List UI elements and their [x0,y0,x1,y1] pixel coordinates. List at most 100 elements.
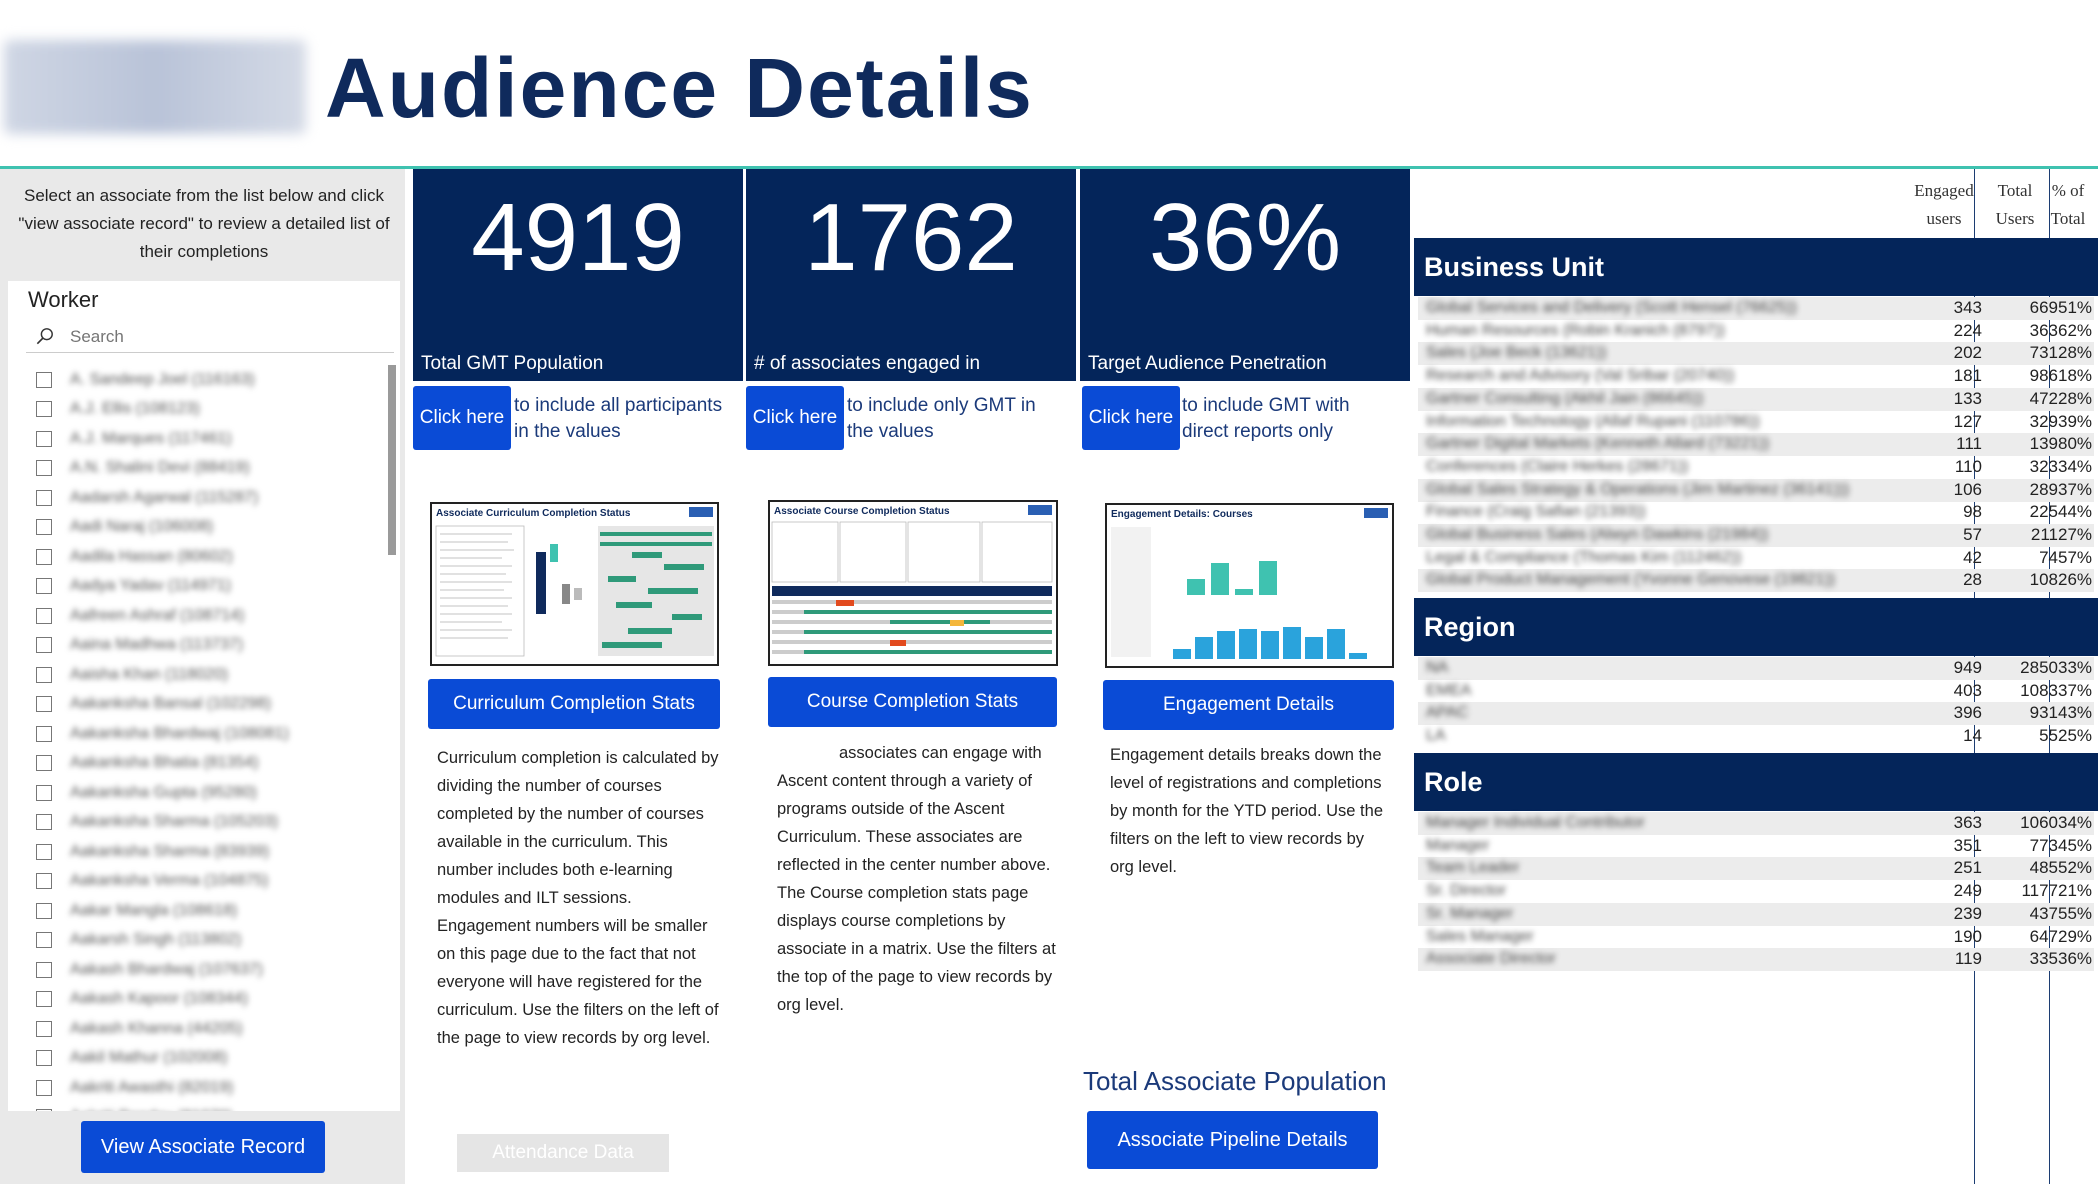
associate-pipeline-details-button[interactable]: Associate Pipeline Details [1087,1111,1378,1169]
matrix-row[interactable]: Sales (Joe Beck (13621)) 202 731 28% [1418,342,2094,366]
col-header-total-users[interactable]: Total Users [1978,177,2052,233]
engagement-thumbnail[interactable]: Engagement Details: Courses [1105,503,1394,668]
matrix-row[interactable]: Manager Individual Contributor 363 1060 34% [1418,812,2094,835]
worker-list-item[interactable]: Aakanksha Verma (104875) [28,867,384,897]
worker-list-item[interactable]: Aakanksha Gupta (95280) [28,778,384,808]
checkbox-icon[interactable] [36,371,52,388]
worker-list-item[interactable]: Aaina Madhwa (113737) [28,631,384,661]
worker-list-item[interactable]: Aakriti Awasthi (82019) [28,1073,384,1103]
checkbox-icon[interactable] [36,1050,52,1067]
matrix-section-header[interactable]: Business Unit [1414,238,2098,296]
matrix-section-header[interactable]: Role [1414,753,2098,811]
worker-list-item[interactable]: Aakash Khanna (44205) [28,1014,384,1044]
matrix-row[interactable]: APAC 396 931 43% [1418,702,2094,726]
checkbox-icon[interactable] [36,843,52,860]
worker-list-item[interactable]: Aakash Bhardwaj (107637) [28,955,384,985]
matrix-row[interactable]: Global Product Management (Yvonne Genove… [1418,569,2094,593]
worker-list-item[interactable]: Aafreen Ashraf (108714) [28,601,384,631]
checkbox-icon[interactable] [36,430,52,447]
worker-list-item[interactable]: A.J. Ellis (108123) [28,395,384,425]
checkbox-icon[interactable] [36,784,52,801]
slicer-search[interactable] [26,323,394,353]
worker-list-item[interactable]: Aakanksha Bansal (102298) [28,690,384,720]
checkbox-icon[interactable] [36,489,52,506]
checkbox-icon[interactable] [36,578,52,595]
curriculum-thumbnail[interactable]: Associate Curriculum Completion Status [430,502,719,666]
checkbox-icon[interactable] [36,725,52,742]
worker-list-item[interactable]: Aakanksha Sharma (83939) [28,837,384,867]
checkbox-icon[interactable] [36,637,52,654]
worker-list-item[interactable]: Aadarsh Agarwal (115287) [28,483,384,513]
matrix-row[interactable]: Research and Advisory (Val Sribar (20740… [1418,365,2094,388]
pct-total-cell: 33% [2058,658,2093,677]
matrix-row[interactable]: Global Business Sales (Alwyn Dawkins (21… [1418,524,2094,547]
course-completion-stats-button[interactable]: Course Completion Stats [768,677,1057,727]
matrix-row[interactable]: Human Resources (Robin Kranich (8797)) 22… [1418,320,2094,343]
matrix-row[interactable]: NA 949 2850 33% [1418,657,2094,680]
matrix-row[interactable]: LA 14 55 25% [1418,725,2094,748]
checkbox-icon[interactable] [36,961,52,978]
worker-list-item[interactable]: Aakanksha Bhardwaj (108081) [28,719,384,749]
worker-list-item[interactable]: Aadila Hassan (80602) [28,542,384,572]
checkbox-icon[interactable] [36,991,52,1008]
matrix-row[interactable]: Global Sales Strategy & Operations (Jim … [1418,478,2094,502]
include-gmt-only-button[interactable]: Click here [746,386,844,450]
matrix-row[interactable]: Legal & Compliance (Thomas Kim (112462))… [1418,547,2094,570]
worker-list-item[interactable]: A.N. Shalini Devi (88419) [28,454,384,484]
matrix-row[interactable]: Information Technology (Allaf Rupani (11… [1418,411,2094,434]
matrix-section-header[interactable]: Region [1414,598,2098,656]
matrix-row[interactable]: Sr. Manager 239 437 55% [1418,902,2094,926]
checkbox-icon[interactable] [36,1079,52,1096]
worker-list-item[interactable]: Aakil Mathur (102008) [28,1044,384,1074]
checkbox-icon[interactable] [36,607,52,624]
checkbox-icon[interactable] [36,814,52,831]
worker-list-item[interactable]: Aakanksha Bhatia (81354) [28,749,384,779]
checkbox-icon[interactable] [36,902,52,919]
checkbox-icon[interactable] [36,755,52,772]
checkbox-icon[interactable] [36,401,52,418]
worker-list-item[interactable]: A. Sandeep Joel (116163) [28,365,384,395]
search-input[interactable] [70,325,370,349]
matrix-row[interactable]: Conferences (Claire Herkes (28671)) 110 32… [1418,456,2094,479]
engaged-users-cell: 133 [1953,388,1982,408]
worker-list-item[interactable]: Aadi Naraj (106008) [28,513,384,543]
matrix-row[interactable]: Global Services and Delivery (Scott Hens… [1418,297,2094,320]
worker-list-item[interactable]: Aakriti Pandey (81070) [28,1103,384,1111]
checkbox-icon[interactable] [36,696,52,713]
matrix-row[interactable]: Manager 351 773 45% [1418,835,2094,858]
slicer-scrollbar[interactable] [388,365,396,555]
matrix-row[interactable]: Associate Director 119 335 36% [1418,948,2094,972]
checkbox-icon[interactable] [36,548,52,565]
worker-list-item[interactable]: A.J. Marques (117461) [28,424,384,454]
matrix-row[interactable]: EMEA 403 1083 37% [1418,680,2094,703]
engaged-users-cell: 28 [1963,570,1982,590]
col-header-pct-of-total[interactable]: % of Total [2042,177,2094,233]
curriculum-completion-stats-button[interactable]: Curriculum Completion Stats [428,679,720,729]
worker-list-item[interactable]: Aadya Yadav (114971) [28,572,384,602]
worker-list-item[interactable]: Aakanksha Sharma (105203) [28,808,384,838]
attendance-data-button[interactable]: Attendance Data [457,1134,669,1172]
include-gmt-direct-reports-button[interactable]: Click here [1082,386,1180,450]
matrix-row[interactable]: Sales Manager 190 647 29% [1418,926,2094,949]
view-associate-record-button[interactable]: View Associate Record [81,1121,325,1173]
matrix-row[interactable]: Finance (Craig Safian (21393)) 98 225 44% [1418,501,2094,524]
matrix-row[interactable]: Team Leader 251 485 52% [1418,857,2094,881]
include-all-participants-button[interactable]: Click here [413,386,511,450]
checkbox-icon[interactable] [36,1020,52,1037]
course-thumbnail[interactable]: Associate Course Completion Status [768,500,1058,666]
checkbox-icon[interactable] [36,519,52,536]
checkbox-icon[interactable] [36,932,52,949]
worker-list-item[interactable]: Aakash Kapoor (108344) [28,985,384,1015]
matrix-row[interactable]: Sr. Director 249 1177 21% [1418,880,2094,903]
matrix-row[interactable]: Gartner Consulting (Akhil Jain (86645)) 1… [1418,387,2094,411]
checkbox-icon[interactable] [36,873,52,890]
engagement-details-button[interactable]: Engagement Details [1103,680,1394,730]
matrix-row[interactable]: Gartner Digital Markets (Kenneth Allard … [1418,433,2094,457]
checkbox-icon[interactable] [36,460,52,477]
worker-list-item[interactable]: Aaisha Khan (118020) [28,660,384,690]
checkbox-icon[interactable] [36,666,52,683]
col-header-engaged-users[interactable]: Engaged users [1904,177,1984,233]
worker-list-item[interactable]: Aakar Mangla (108618) [28,896,384,926]
worker-list-item[interactable]: Aakarsh Singh (113802) [28,926,384,956]
checkbox-icon[interactable] [36,1109,52,1111]
